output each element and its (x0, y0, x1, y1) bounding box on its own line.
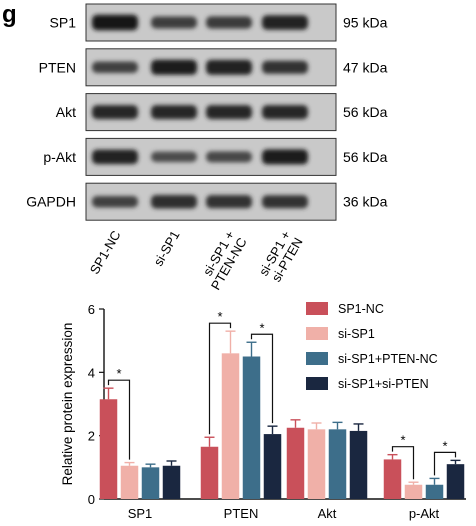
blot-band (262, 60, 308, 74)
legend-entry: SP1-NC (338, 302, 384, 316)
x-tick-label: Akt (318, 506, 337, 521)
blot-row-gapdh: GAPDH 36 kDa (26, 182, 388, 221)
x-tick-label: p-Akt (409, 506, 440, 521)
blot-kda-label: 36 kDa (343, 194, 388, 210)
blot-band (92, 61, 138, 74)
blot-band (151, 194, 197, 209)
significance-bracket (433, 451, 457, 476)
bar-si-sp1-pten-nc (425, 484, 444, 499)
significance-marker: * (442, 438, 447, 453)
blot-row-sp1: SP1 95 kDa (50, 3, 388, 42)
blot-row-label: GAPDH (26, 194, 76, 210)
significance-marker: * (116, 366, 121, 381)
x-tick-label: PTEN (224, 506, 259, 521)
blot-band (262, 15, 308, 30)
bar-si-sp1-si-pten (446, 464, 465, 499)
legend-entry: si-SP1 (338, 327, 375, 341)
blot-kda-label: 95 kDa (343, 15, 388, 31)
blot-lane-label: si-SP1 +si-PTEN (256, 228, 306, 285)
blot-band (151, 59, 197, 75)
x-tick-label: SP1 (128, 506, 153, 521)
bar-chart: 0 2 4 6 Relative protein expression SP1 PTEN Ak… (60, 302, 466, 521)
blot-band (206, 195, 252, 209)
significance-bracket (391, 446, 415, 480)
blot-lane-label: si-SP1 (150, 228, 182, 269)
blot-band (262, 105, 308, 120)
bar-si-sp1-si-pten (162, 465, 181, 499)
bar-si-sp1-si-pten (349, 430, 368, 499)
significance-bracket (107, 379, 131, 460)
bar-si-sp1-pten-nc (242, 356, 261, 499)
y-tick-label: 2 (88, 429, 95, 444)
blot-band (151, 105, 197, 120)
blot-kda-label: 56 kDa (343, 104, 388, 120)
y-axis-label: Relative protein expression (60, 323, 75, 486)
y-tick-label: 0 (88, 492, 95, 507)
blot-band (92, 195, 138, 208)
blot-row-p-akt: p-Akt 56 kDa (43, 137, 388, 176)
blot-band (262, 149, 308, 165)
blot-lane-label: si-SP1 +PTEN-NC (196, 228, 250, 293)
bar-si-sp1-pten-nc (141, 467, 160, 499)
blot-kda-label: 47 kDa (343, 59, 388, 75)
y-tick-label: 4 (88, 365, 95, 380)
blot-kda-label: 56 kDa (343, 149, 388, 165)
panel-letter: g (2, 1, 17, 28)
bar-sp1-nc (200, 446, 219, 499)
blot-row-label: PTEN (39, 59, 76, 75)
bar-sp1-nc (286, 427, 305, 499)
bar-si-sp1-si-pten (263, 434, 282, 499)
blot-band (92, 149, 138, 165)
legend-swatch (306, 377, 328, 390)
significance-bracket (208, 322, 232, 435)
blot-row-akt: Akt 56 kDa (56, 93, 388, 132)
bar-si-sp1 (221, 353, 240, 499)
blot-band (206, 105, 252, 120)
blot-band (262, 195, 308, 209)
blot-band (206, 16, 252, 29)
blot-row-label: Akt (56, 104, 76, 120)
blot-band (206, 59, 252, 75)
blot-band (92, 105, 138, 120)
blot-row-label: p-Akt (43, 149, 76, 165)
blot-band (92, 14, 138, 31)
bar-si-sp1 (120, 465, 139, 499)
legend-swatch (306, 302, 328, 315)
blot-band (206, 151, 252, 163)
blot-band (151, 16, 197, 29)
y-tick-label: 6 (88, 302, 95, 317)
significance-marker: * (259, 320, 264, 335)
bar-sp1-nc (99, 399, 118, 499)
blot-row-label: SP1 (50, 15, 77, 31)
significance-marker: * (400, 433, 405, 448)
blot-row-pten: PTEN 47 kDa (39, 48, 388, 87)
bar-si-sp1 (404, 484, 423, 499)
bar-si-sp1-pten-nc (328, 429, 347, 499)
blot-band (151, 151, 197, 163)
legend-entry: si-SP1+PTEN-NC (338, 352, 438, 366)
significance-bracket (250, 333, 274, 424)
legend-entry: si-SP1+si-PTEN (338, 377, 429, 391)
blot-lane-label: SP1-NC (87, 228, 124, 277)
western-blot: SP1 95 kDa PTEN 47 kDa Akt 56 kDa p-Akt 56 kDa G… (26, 3, 388, 293)
legend-swatch (306, 327, 328, 340)
significance-marker: * (217, 309, 222, 324)
bar-si-sp1 (307, 429, 326, 499)
legend-swatch (306, 352, 328, 365)
bar-sp1-nc (383, 459, 402, 499)
